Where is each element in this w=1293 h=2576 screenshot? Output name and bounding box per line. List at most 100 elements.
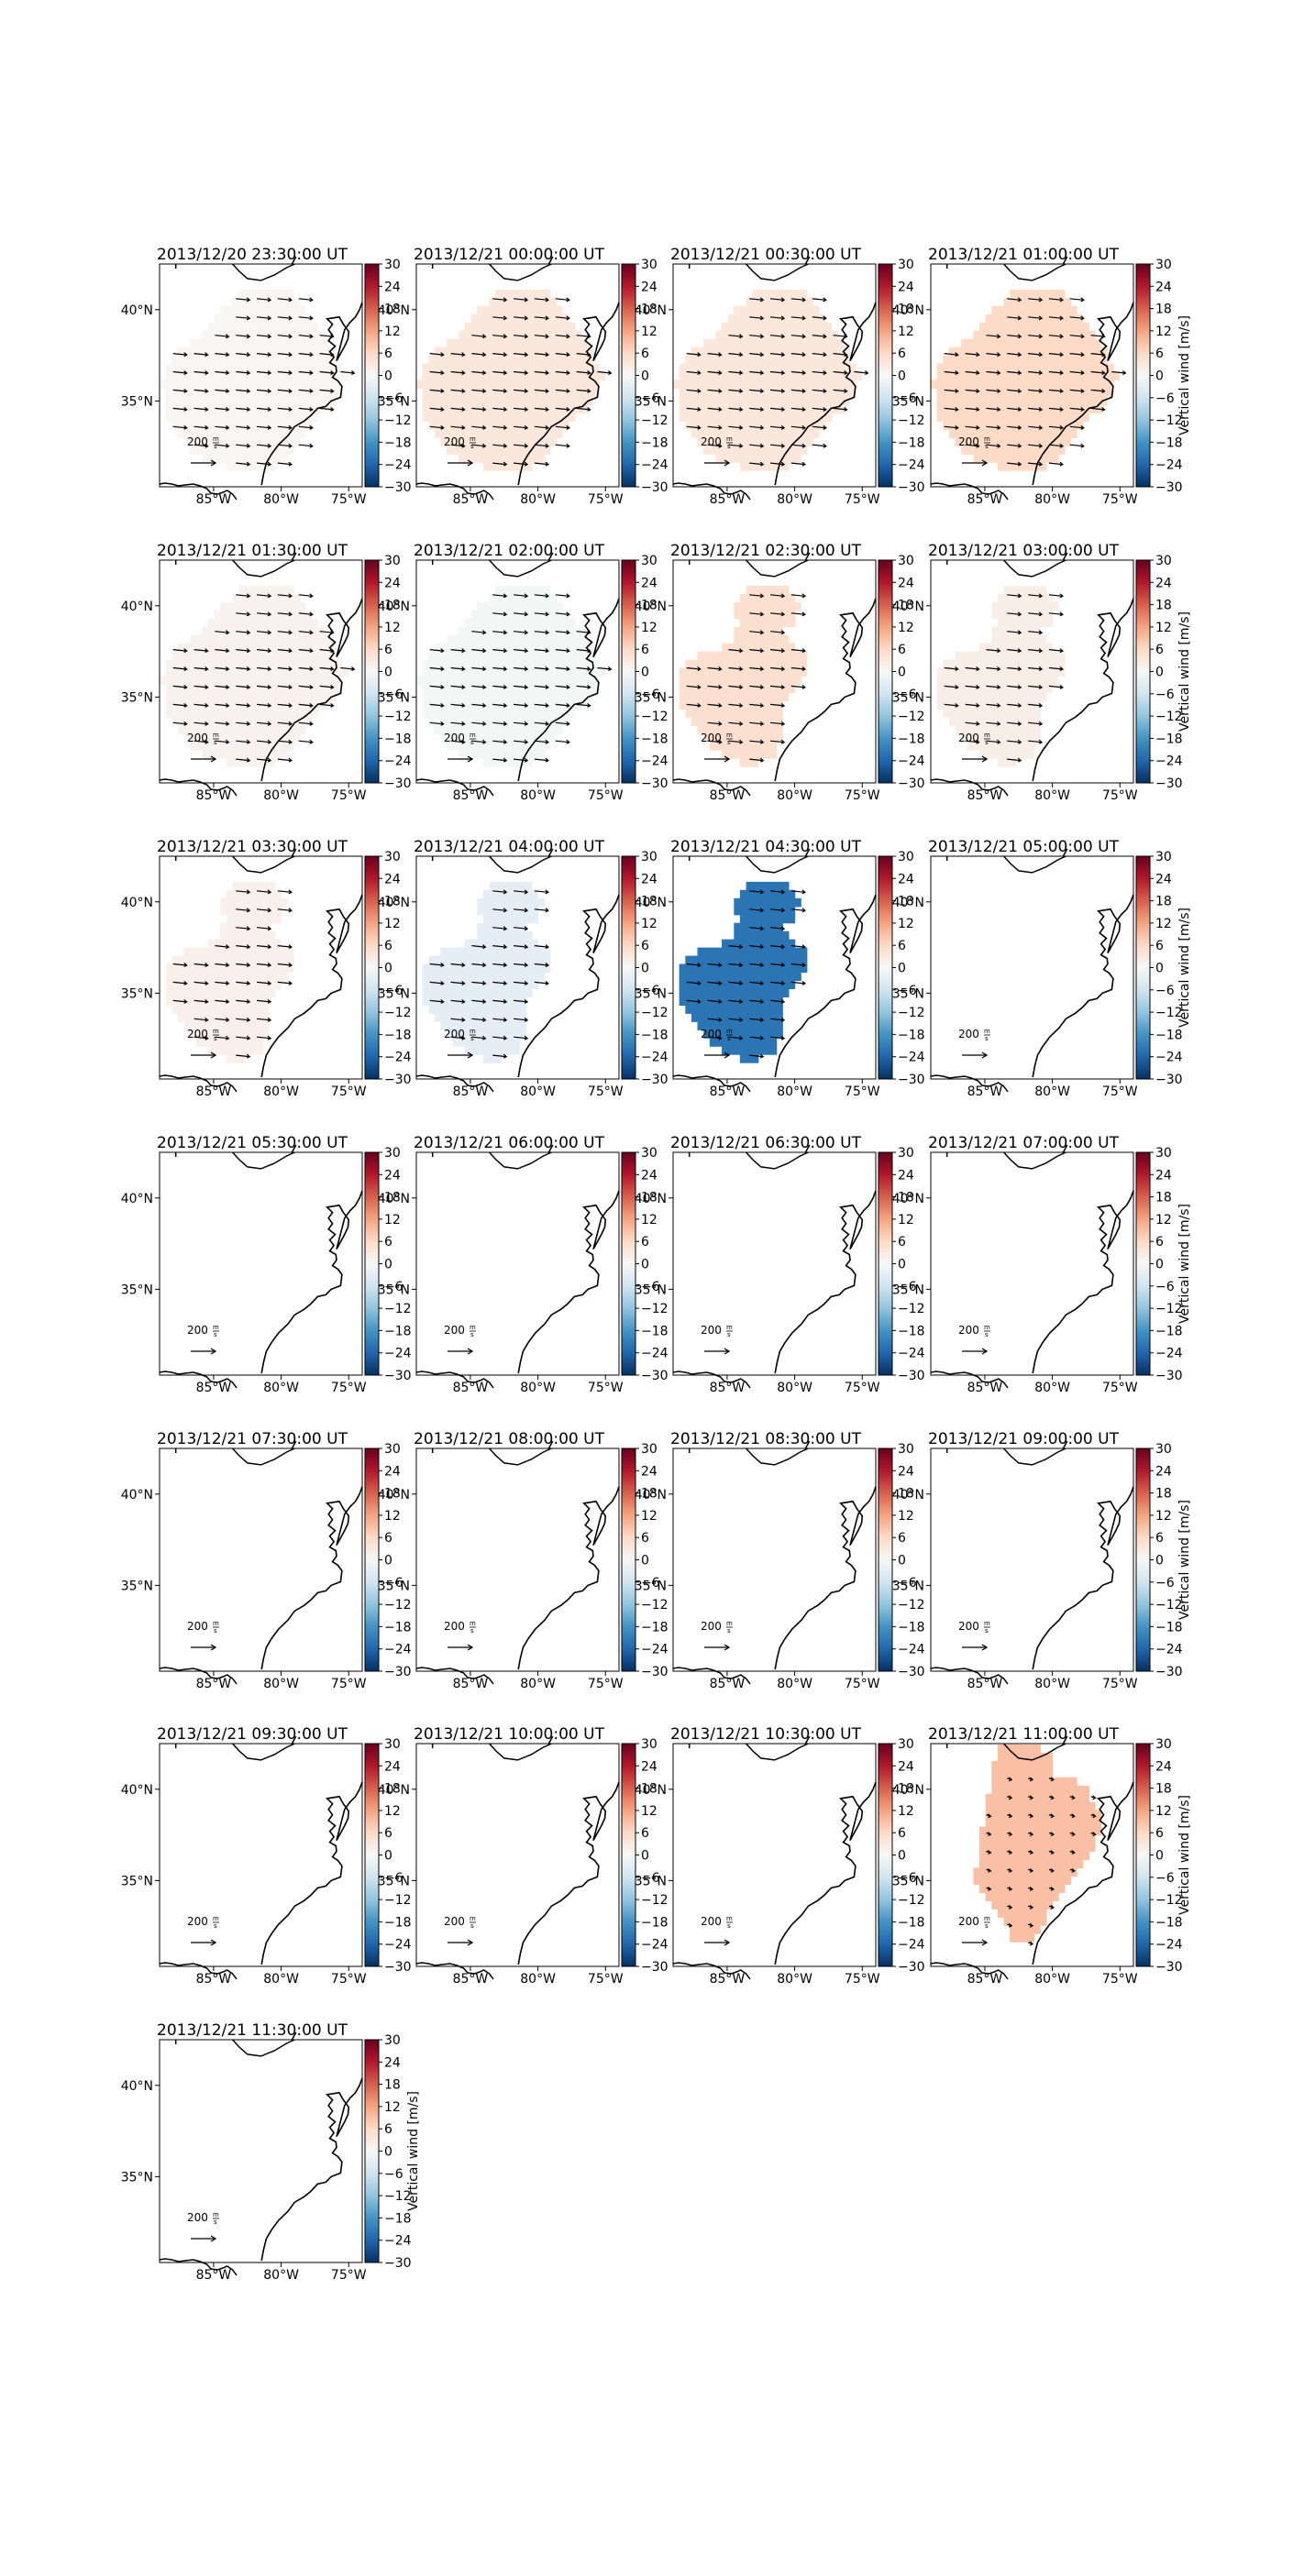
wind-cell: [697, 437, 704, 446]
wind-cell: [324, 667, 331, 677]
wind-cell: [477, 429, 484, 438]
wind-arrowhead: [461, 648, 466, 654]
wind-cell: [447, 388, 454, 397]
wind-cell: [1064, 305, 1072, 315]
wind-cell: [269, 963, 276, 974]
wind-arrow: [534, 594, 548, 597]
wind-cell: [794, 380, 801, 390]
wind-cell: [1022, 585, 1029, 595]
wind-cell: [465, 750, 472, 759]
wind-cell: [679, 413, 686, 422]
wind-cell: [1022, 289, 1029, 299]
wind-cell: [537, 585, 545, 595]
wind-cell: [220, 717, 227, 726]
wind-cell: [1003, 314, 1011, 324]
wind-cell: [477, 363, 484, 373]
wind-cell: [1003, 404, 1011, 413]
wind-cell: [257, 914, 264, 924]
wind-cell: [262, 963, 270, 974]
wind-cell: [537, 725, 545, 734]
wind-cell: [1040, 651, 1047, 661]
wind-arrowhead: [246, 388, 251, 393]
wind-cell: [501, 396, 508, 405]
wind-cell: [250, 643, 258, 653]
wind-cell: [955, 659, 962, 669]
wind-cell: [943, 363, 950, 373]
wind-arrow: [770, 703, 785, 707]
wind-cell: [1070, 380, 1078, 390]
wind-cell: [997, 733, 1005, 743]
wind-cell: [329, 363, 337, 373]
wind-cell: [214, 355, 221, 365]
wind-cell: [967, 396, 974, 405]
wind-arrow: [215, 685, 229, 688]
wind-arrow: [319, 407, 334, 411]
wind-cell: [722, 322, 729, 332]
wind-cell: [1089, 380, 1096, 390]
wind-cell: [317, 396, 325, 405]
wind-cell: [489, 676, 496, 686]
wind-cell: [752, 742, 759, 751]
wind-cell: [776, 297, 783, 307]
wind-arrowhead: [482, 721, 487, 726]
wind-cell: [1033, 643, 1041, 653]
wind-cell: [250, 437, 258, 446]
wind-cell: [514, 692, 521, 701]
wind-cell: [532, 667, 539, 677]
vector-key-value: 200: [958, 732, 979, 744]
wind-cell: [269, 421, 276, 430]
wind-cell: [171, 396, 179, 405]
wind-cell: [1028, 380, 1035, 390]
wind-cell: [757, 750, 765, 759]
wind-cell: [305, 314, 313, 324]
wind-arrow: [257, 370, 271, 374]
wind-cell: [440, 733, 448, 743]
lon-tick-label: 80°W: [777, 492, 812, 507]
wind-cell: [824, 404, 832, 413]
wind-cell: [495, 643, 503, 653]
wind-cell: [244, 454, 251, 463]
wind-cell: [195, 667, 203, 677]
wind-cell: [1022, 676, 1029, 686]
wind-cell: [1015, 421, 1022, 430]
wind-cell: [244, 643, 251, 653]
wind-cell: [244, 667, 251, 677]
wind-cell: [1003, 446, 1011, 455]
wind-cell: [232, 363, 239, 373]
wind-cell: [537, 742, 545, 751]
wind-arrow: [1007, 335, 1022, 337]
wind-arrowhead: [801, 461, 806, 467]
wind-cell: [208, 651, 216, 661]
wind-arrow: [172, 721, 187, 725]
wind-cell: [459, 338, 466, 348]
wind-cell: [715, 330, 723, 340]
wind-cell: [776, 462, 783, 471]
wind-cell: [489, 388, 496, 397]
wind-arrowhead: [759, 424, 765, 430]
wind-arrow: [257, 407, 271, 411]
wind-cell: [991, 750, 999, 759]
wind-cell: [422, 413, 429, 422]
wind-cell: [739, 330, 747, 340]
wind-arrowhead: [524, 611, 529, 617]
wind-cell: [709, 413, 716, 422]
wind-arrowhead: [1038, 388, 1044, 393]
wind-arrowhead: [587, 406, 591, 412]
wind-cell: [537, 610, 545, 620]
wind-cell: [943, 709, 950, 718]
wind-cell: [1010, 742, 1017, 751]
wind-cell: [697, 355, 704, 365]
wind-arrowhead: [226, 424, 230, 430]
wind-cell: [244, 881, 251, 891]
wind-arrowhead: [204, 739, 209, 744]
wind-cell: [214, 380, 221, 390]
wind-cell: [734, 314, 741, 324]
wind-cell: [220, 305, 227, 315]
wind-cell: [525, 355, 533, 365]
wind-cell: [1046, 363, 1054, 373]
wind-cell: [275, 347, 282, 357]
wind-arrow: [236, 740, 250, 743]
wind-cell: [806, 363, 814, 373]
wind-cell: [770, 667, 778, 677]
wind-cell: [495, 322, 503, 332]
